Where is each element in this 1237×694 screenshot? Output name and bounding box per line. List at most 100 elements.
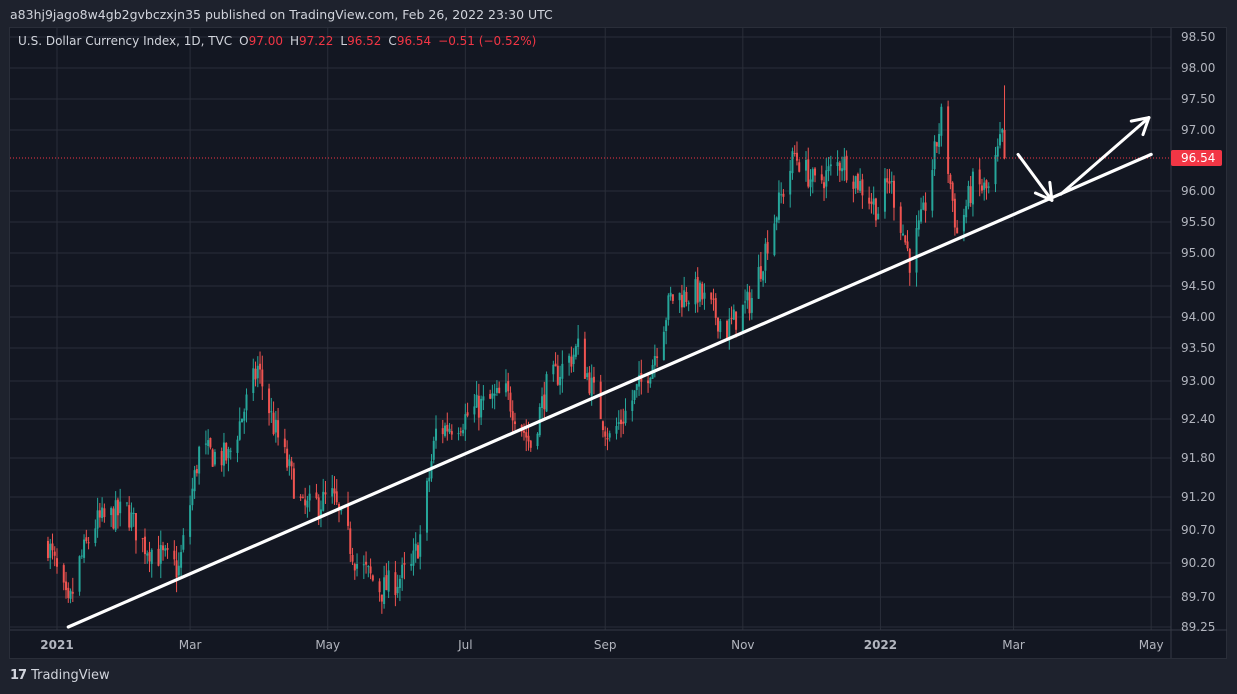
candle-body <box>854 176 857 189</box>
candle-body <box>811 169 814 182</box>
candle-body <box>444 425 447 436</box>
candle-body <box>892 180 895 208</box>
candle-body <box>333 488 336 494</box>
price-axis-label: 91.80 <box>1181 451 1215 465</box>
candle-body <box>687 302 690 305</box>
price-axis-label: 89.70 <box>1181 590 1215 604</box>
candle-body <box>240 418 243 423</box>
candle-body <box>841 168 844 172</box>
candle-body <box>482 396 485 401</box>
candle-body <box>852 181 855 189</box>
candle-body <box>331 488 334 497</box>
candle-body <box>491 393 494 399</box>
candle-body <box>83 539 86 558</box>
candle-body <box>288 459 291 466</box>
symbol-legend[interactable]: U.S. Dollar Currency Index, 1D, TVC O97.0… <box>18 34 536 48</box>
candle-body <box>561 363 564 379</box>
price-axis-label: 98.00 <box>1181 61 1215 75</box>
candle-body <box>983 182 986 190</box>
candle-body <box>883 178 886 212</box>
candle-body <box>985 180 988 189</box>
candle-body <box>951 182 954 201</box>
drawn-arrow-head <box>1141 116 1151 137</box>
candle-body <box>633 390 636 400</box>
candle-body <box>134 513 137 541</box>
candle-body <box>507 381 510 392</box>
candle-body <box>856 173 859 190</box>
candle-body <box>809 179 812 188</box>
candle-body <box>464 414 467 430</box>
candle-body <box>367 566 370 568</box>
candle-body <box>872 198 875 205</box>
price-axis-label: 90.70 <box>1181 523 1215 537</box>
candle-body <box>80 555 83 557</box>
footer-branding[interactable]: 17 TradingView <box>10 668 110 683</box>
candle-body <box>712 298 715 300</box>
candle-body <box>615 425 618 434</box>
price-axis-label: 95.00 <box>1181 246 1215 260</box>
candle-body <box>398 578 401 588</box>
candle-body <box>902 233 904 236</box>
candle-body <box>195 469 198 474</box>
candle-body <box>574 346 577 357</box>
candle-body <box>67 587 70 598</box>
candle-body <box>299 496 302 498</box>
candle-body <box>256 365 259 379</box>
chart-frame[interactable] <box>9 27 1227 659</box>
candle-body <box>78 556 81 592</box>
candle-body <box>493 393 496 396</box>
candle-body <box>638 374 641 387</box>
candle-body <box>432 440 435 460</box>
candle-body <box>859 180 862 191</box>
candle-body <box>592 376 595 383</box>
legend-low-value: 96.52 <box>347 34 382 48</box>
candle-body <box>685 291 688 302</box>
candle-body <box>450 431 453 435</box>
candle-body <box>714 298 717 318</box>
candle-body <box>141 538 144 540</box>
time-axis-label: May <box>1139 638 1164 652</box>
candle-body <box>180 552 183 568</box>
candle-body <box>780 194 783 196</box>
candle-body <box>996 146 999 157</box>
candle-body <box>252 368 255 394</box>
candle-body <box>71 591 74 594</box>
candle-body <box>238 421 241 440</box>
price-axis-label: 94.50 <box>1181 279 1215 293</box>
candle-body <box>843 156 846 171</box>
candle-body <box>838 162 841 171</box>
candle-body <box>741 304 744 332</box>
candle-body <box>965 206 968 218</box>
time-axis-label: 2022 <box>864 638 897 652</box>
candle-body <box>62 565 65 583</box>
candle-body <box>732 309 735 320</box>
legend-close-label: C <box>388 34 397 48</box>
candle-body <box>601 421 604 431</box>
candle-body <box>220 451 223 466</box>
drawn-arrow-head <box>1033 191 1054 202</box>
candle-body <box>906 241 909 249</box>
candle-body <box>459 431 462 433</box>
drawn-arrow-head <box>1048 180 1054 202</box>
candle-body <box>157 548 160 566</box>
candle-body <box>191 488 194 506</box>
candle-body <box>387 570 390 592</box>
candle-body <box>617 422 620 425</box>
candle-body <box>509 392 512 412</box>
candle-body <box>243 411 246 421</box>
candle-body <box>353 564 356 571</box>
candle-body <box>189 505 192 537</box>
time-axis-label: Nov <box>731 638 754 652</box>
candle-body <box>369 566 372 574</box>
candle-body <box>132 512 135 514</box>
candle-body <box>543 394 546 410</box>
candle-body <box>766 242 769 254</box>
candle-body <box>590 377 593 396</box>
candle-body <box>53 551 56 556</box>
candle-body <box>272 412 275 435</box>
last-price-label: 96.54 <box>1181 151 1215 165</box>
candle-body <box>292 468 295 499</box>
candle-body <box>96 510 99 529</box>
candle-body <box>825 170 828 187</box>
